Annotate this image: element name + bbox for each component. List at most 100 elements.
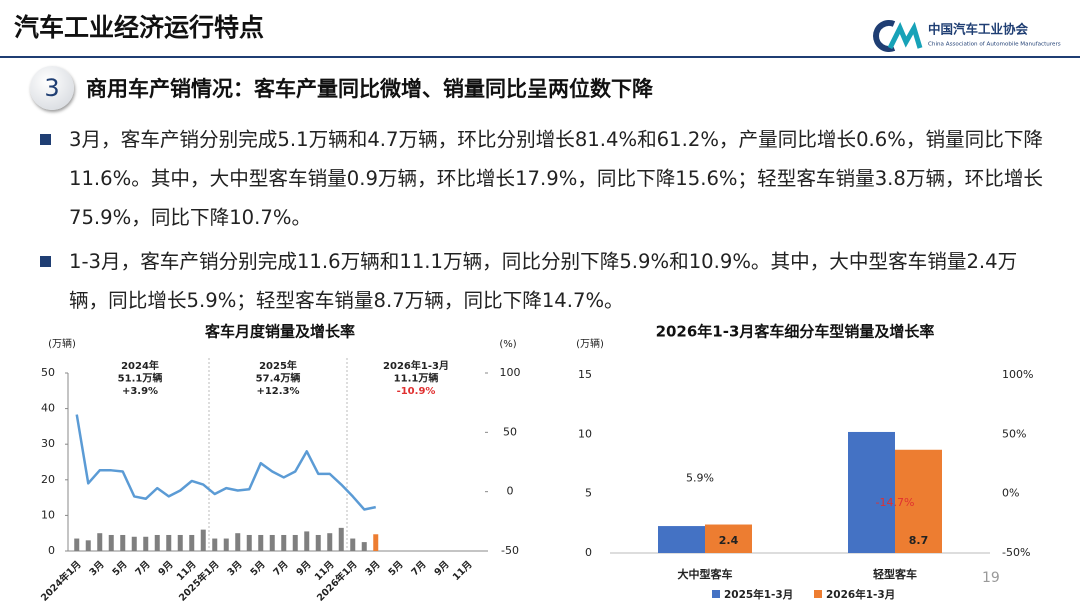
bar	[269, 534, 275, 551]
bar	[223, 538, 229, 551]
legend-swatch	[814, 590, 822, 598]
bar	[705, 524, 752, 553]
annotation: 11.1万辆	[394, 372, 439, 385]
bar	[246, 534, 252, 551]
annotation: 2025年	[259, 359, 297, 372]
y2-tick-label: 50	[503, 425, 517, 438]
y-tick-label: 40	[41, 402, 55, 415]
bar	[315, 534, 321, 551]
x-tick-label: 7月	[271, 559, 290, 578]
bar	[212, 538, 218, 551]
x-tick-label: 5月	[248, 559, 267, 578]
section-number: 3	[30, 66, 74, 110]
bar	[131, 536, 137, 551]
y-tick-label: 15	[578, 368, 592, 381]
bar	[292, 534, 298, 551]
annotation: 57.4万辆	[256, 372, 301, 385]
x-tick-label: 7月	[409, 559, 428, 578]
axis-unit: (%)	[499, 339, 516, 350]
y-tick-label: 5	[585, 487, 592, 500]
x-tick-label: 5月	[110, 559, 129, 578]
bar	[350, 538, 356, 551]
bar	[177, 534, 183, 551]
y-tick-label: 10	[578, 427, 592, 440]
bar	[143, 536, 149, 551]
bar	[327, 533, 333, 551]
annotation: 2024年	[121, 359, 159, 372]
logo: 中国汽车工业协会 China Association of Automobile…	[873, 20, 1061, 52]
bar	[166, 534, 172, 551]
bar	[97, 533, 103, 551]
bar	[304, 531, 310, 551]
bar	[200, 529, 206, 551]
bullet: 1-3月，客车产销分别完成11.6万辆和11.1万辆，同比分别下降5.9%和10…	[40, 242, 1050, 320]
bar	[154, 534, 160, 551]
annotation: 51.1万辆	[118, 372, 163, 385]
chart-title: 客车月度销量及增长率	[204, 323, 355, 341]
x-tick-label: 3月	[225, 559, 244, 578]
x-tick-label: 11月	[451, 559, 475, 583]
y2-tick-label: 50%	[1002, 427, 1026, 440]
x-tick-label: 7月	[133, 559, 152, 578]
bar	[281, 534, 287, 551]
x-tick-label: 9月	[432, 559, 451, 578]
y2-tick-label: -50	[501, 544, 519, 557]
y2-tick-label: -50%	[1002, 546, 1030, 559]
x-tick-label: 9月	[294, 559, 313, 578]
x-tick-label: 2024年1月	[38, 558, 83, 603]
x-tick-label: 3月	[363, 559, 382, 578]
bar	[848, 431, 895, 553]
annotation: -10.9%	[397, 386, 436, 397]
legend-label: 2025年1-3月	[724, 588, 793, 601]
x-tick-label: 3月	[87, 559, 106, 578]
annotation: 2026年1-3月	[383, 359, 449, 372]
page-number: 19	[982, 570, 1000, 586]
bar	[235, 533, 241, 551]
growth-label: 5.9%	[686, 472, 714, 485]
logo-icon	[873, 20, 896, 52]
bullet: 3月，客车产销分别完成5.1万辆和4.7万辆，环比分别增长81.4%和61.2%…	[40, 120, 1050, 237]
section-title: 商用车产销情况：客车产量同比微增、销量同比呈两位数下降	[86, 77, 653, 101]
header-title: 汽车工业经济运行特点	[14, 13, 265, 42]
bullet-text: 3月，客车产销分别完成5.1万辆和4.7万辆，环比分别增长81.4%和61.2%…	[69, 128, 1044, 229]
growth-label: -14.7%	[876, 496, 915, 509]
x-tick-label: 9月	[156, 559, 175, 578]
chart-title: 2026年1-3月客车细分车型销量及增长率	[656, 323, 935, 341]
y-tick-label: 50	[41, 366, 55, 379]
bar	[120, 534, 126, 551]
legend-swatch	[712, 590, 720, 598]
bar	[373, 534, 379, 551]
y2-tick-label: 0%	[1002, 487, 1019, 500]
bar	[895, 449, 942, 553]
y-tick-label: 10	[41, 508, 55, 521]
y-tick-label: 0	[48, 544, 55, 557]
annotation: +3.9%	[122, 386, 158, 397]
logo-subtext: China Association of Automobile Manufact…	[928, 42, 1061, 48]
bar	[85, 540, 91, 551]
bar	[108, 534, 114, 551]
y2-tick-label: 100	[500, 366, 521, 379]
chart: 2026年1-3月客车细分车型销量及增长率 (万辆) 0 5 10 15 -50% 0% 50%…	[576, 323, 1033, 602]
y-tick-label: 30	[41, 437, 55, 450]
bar	[258, 534, 264, 551]
bar	[338, 527, 344, 551]
bar	[658, 526, 705, 553]
bar	[361, 542, 367, 551]
logo-icon	[887, 21, 923, 50]
axis-unit: (万辆)	[48, 337, 76, 350]
legend-label: 2026年1-3月	[826, 588, 895, 601]
bar	[74, 538, 80, 551]
x-tick-label: 轻型客车	[873, 567, 917, 581]
bullet-marker	[40, 256, 51, 267]
axis-unit: (万辆)	[576, 337, 604, 350]
bullet-marker	[40, 134, 51, 145]
y-tick-label: 20	[41, 473, 55, 486]
y2-tick-label: 0	[507, 485, 514, 498]
y2-tick-label: 100%	[1002, 368, 1033, 381]
y-tick-label: 0	[585, 546, 592, 559]
annotation: +12.3%	[256, 386, 299, 397]
line-series	[75, 414, 377, 511]
data-label: 8.7	[909, 534, 929, 547]
data-label: 2.4	[719, 534, 739, 547]
